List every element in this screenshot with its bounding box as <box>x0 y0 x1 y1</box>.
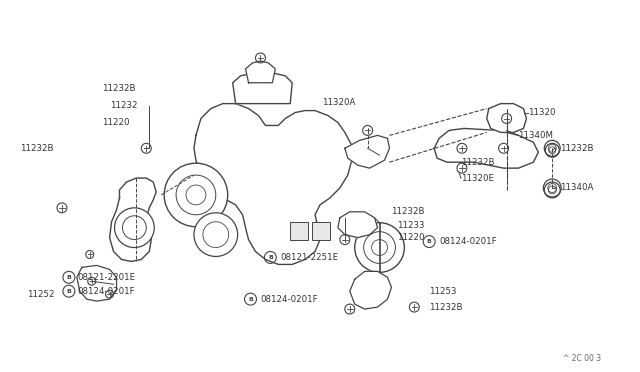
Circle shape <box>194 213 237 256</box>
Text: 08124-0201F: 08124-0201F <box>439 237 497 246</box>
Text: 11320A: 11320A <box>322 98 355 107</box>
Text: B: B <box>67 289 71 294</box>
Polygon shape <box>338 212 378 238</box>
Circle shape <box>115 208 154 247</box>
Polygon shape <box>233 73 292 104</box>
Text: B: B <box>67 275 71 280</box>
Text: 11252: 11252 <box>28 290 54 299</box>
Text: B: B <box>248 296 253 302</box>
Text: 11232B: 11232B <box>102 84 135 93</box>
Text: 08124-0201F: 08124-0201F <box>260 295 318 304</box>
Text: 11253: 11253 <box>429 287 457 296</box>
Bar <box>312 222 330 240</box>
Text: 11232: 11232 <box>109 101 137 110</box>
Text: 11340A: 11340A <box>560 183 593 192</box>
Text: 11220: 11220 <box>397 233 425 242</box>
Text: 11232B: 11232B <box>429 302 463 312</box>
Polygon shape <box>487 104 527 132</box>
Text: 11233: 11233 <box>397 221 425 230</box>
Text: 11320: 11320 <box>529 108 556 117</box>
Text: 11232B: 11232B <box>461 158 495 167</box>
Text: 11232B: 11232B <box>20 144 54 153</box>
Text: 08124-0201F: 08124-0201F <box>78 287 136 296</box>
Polygon shape <box>246 61 275 83</box>
Polygon shape <box>77 265 116 301</box>
Polygon shape <box>350 271 392 309</box>
Text: ^ 2C 00 3: ^ 2C 00 3 <box>563 354 602 363</box>
Text: 11340M: 11340M <box>518 131 554 140</box>
Text: B: B <box>427 239 431 244</box>
Text: 11232B: 11232B <box>560 144 594 153</box>
Text: B: B <box>268 255 273 260</box>
Polygon shape <box>434 128 538 168</box>
Text: 11320E: 11320E <box>461 174 494 183</box>
Polygon shape <box>194 104 352 264</box>
Polygon shape <box>109 178 156 262</box>
Polygon shape <box>345 135 390 168</box>
Text: 11232B: 11232B <box>392 207 425 216</box>
Circle shape <box>164 163 228 227</box>
Text: 11220: 11220 <box>102 118 129 127</box>
Text: 08121-2251E: 08121-2251E <box>280 253 339 262</box>
Bar <box>290 222 308 240</box>
Text: 08121-2201E: 08121-2201E <box>78 273 136 282</box>
Circle shape <box>355 223 404 272</box>
